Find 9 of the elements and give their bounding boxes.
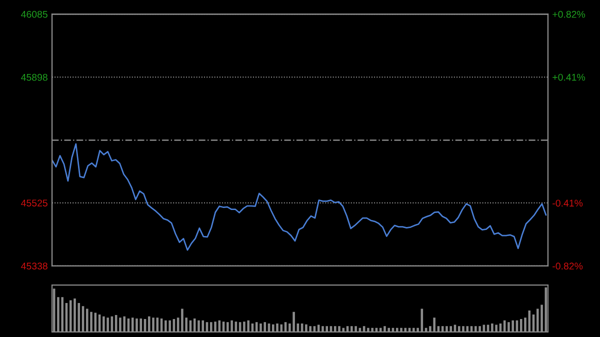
y-tick-label: 45898	[21, 74, 48, 81]
y2-tick-label: +0.41%	[552, 74, 586, 81]
y2-tick-label: -0.41%	[552, 200, 583, 207]
y-tick-label: 45338	[21, 262, 48, 270]
y-tick-label: 46085	[21, 10, 48, 18]
y-tick-label: 45525	[21, 200, 48, 206]
y2-tick-label: -0.82%	[552, 262, 583, 270]
y2-tick-label: +0.82%	[552, 10, 586, 18]
line-series	[52, 143, 547, 251]
